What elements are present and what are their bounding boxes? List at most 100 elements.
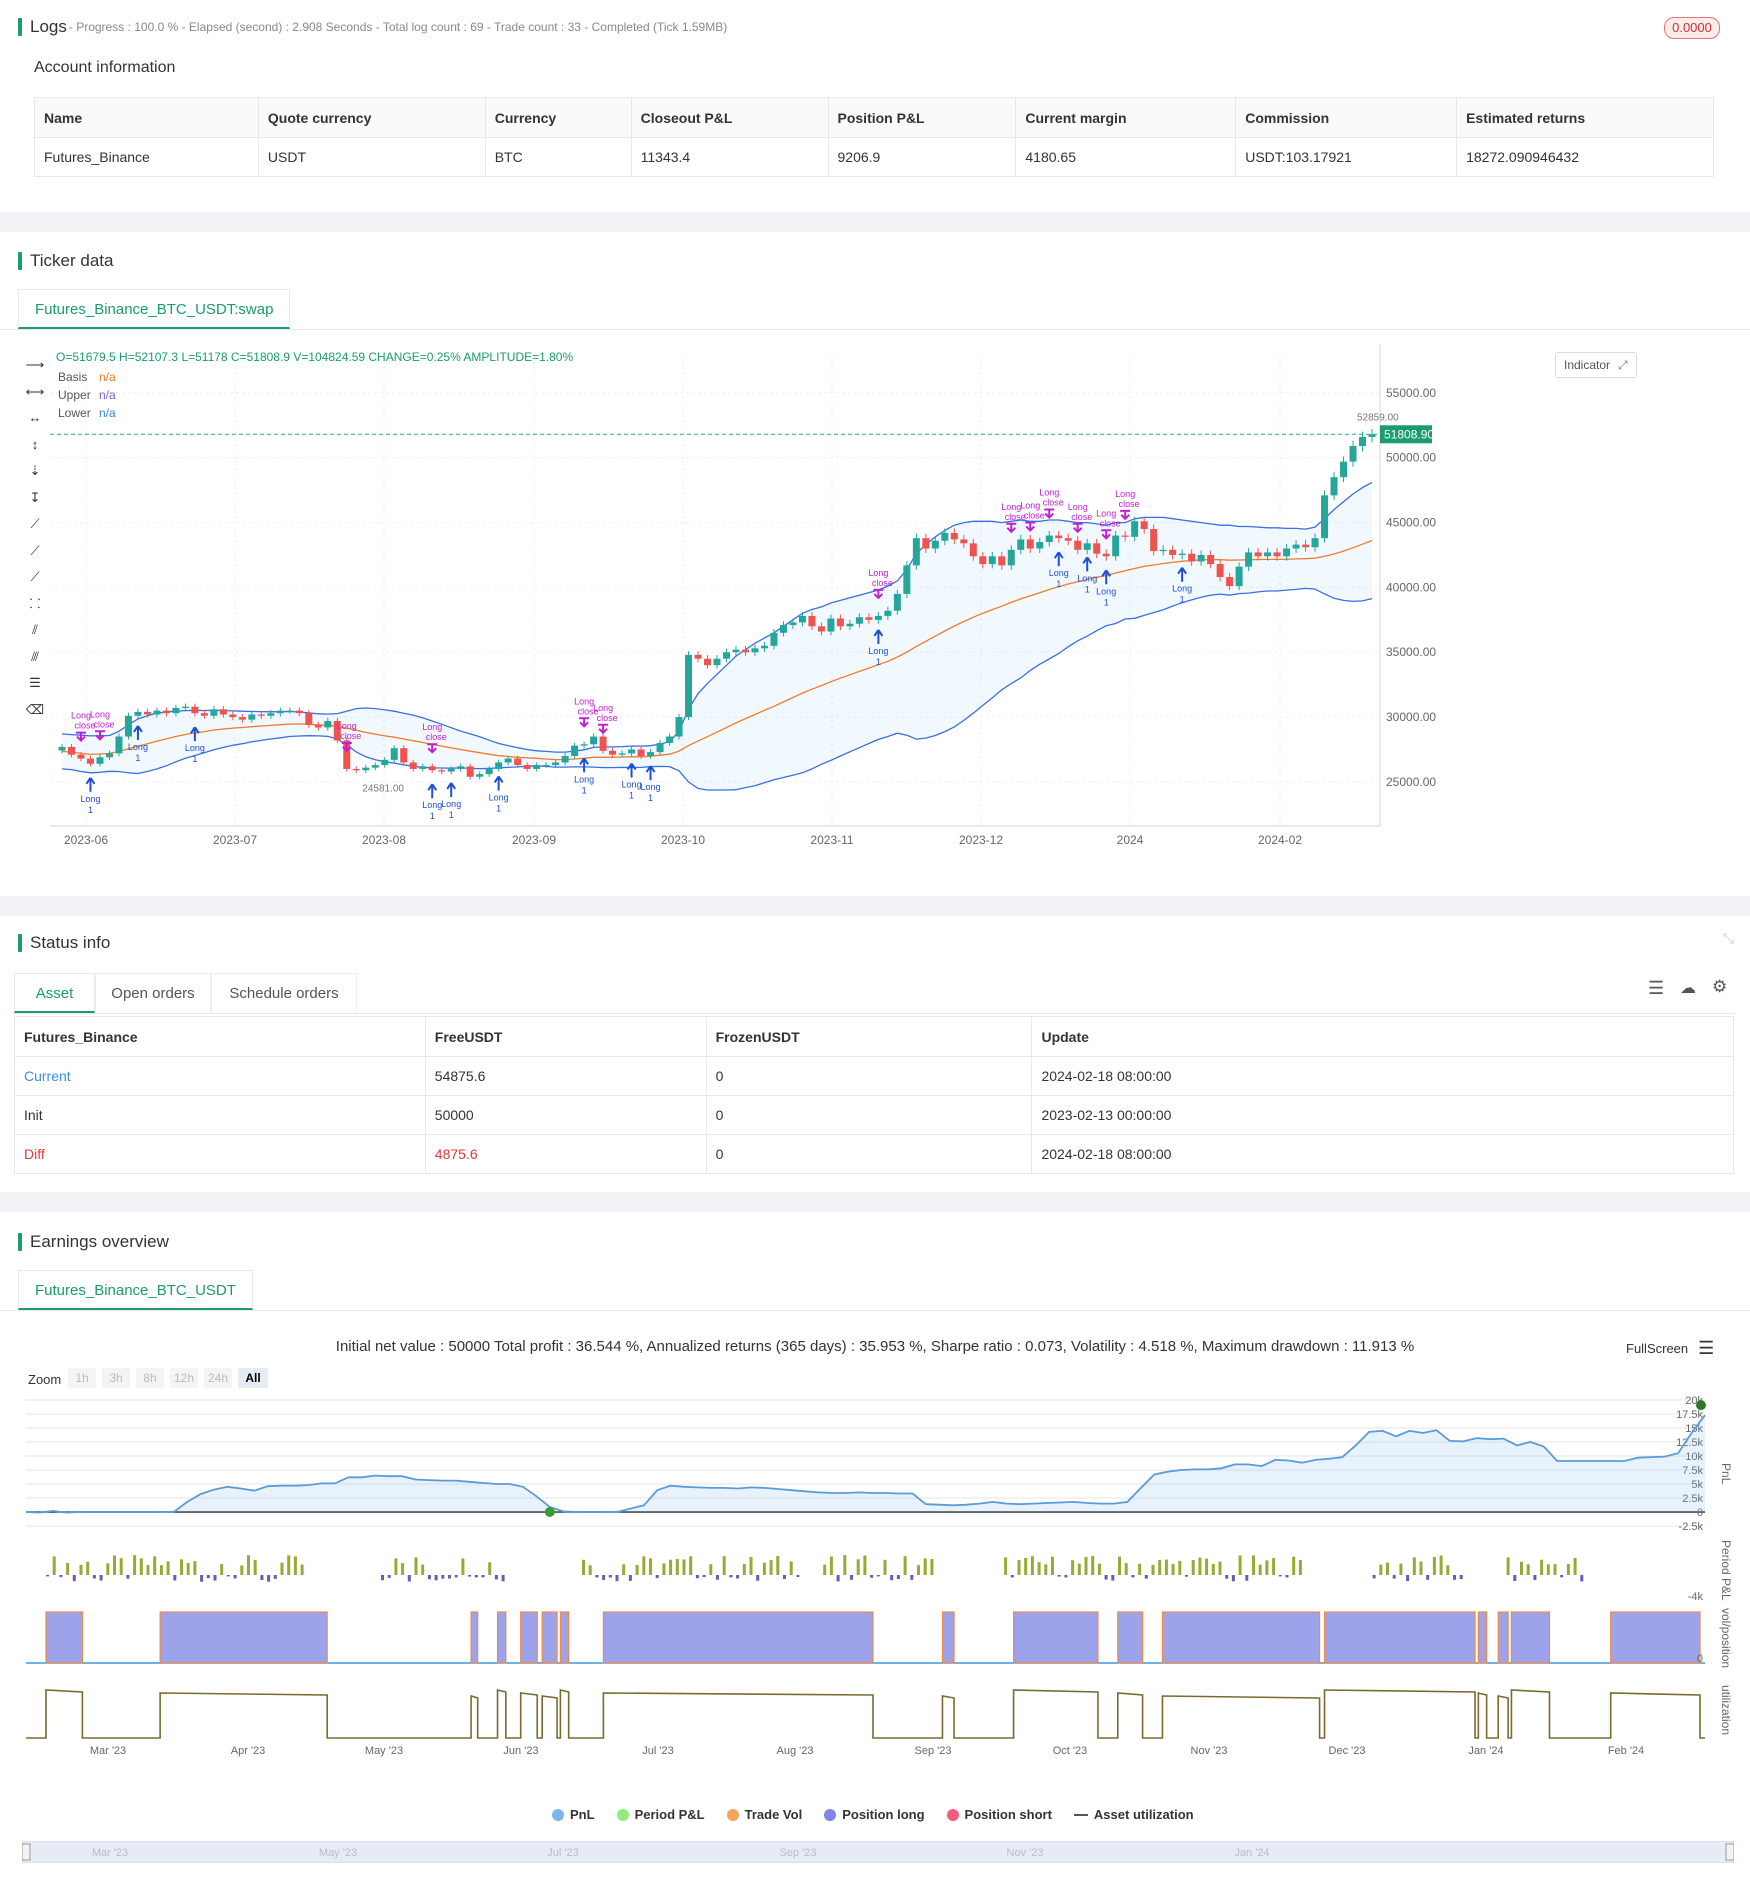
status-card: Status info ⤡ Asset Open orders Schedule o…: [0, 916, 1750, 1192]
section-marker: [18, 934, 22, 952]
horizontal-ray-icon[interactable]: ⟷: [25, 383, 45, 399]
vertical-segment-icon[interactable]: ↧: [29, 489, 41, 505]
trade-label: Long: [641, 782, 661, 792]
zoom-label: Zoom: [28, 1372, 62, 1387]
period-pnl-bar: [736, 1575, 740, 1579]
tab-earnings-symbol[interactable]: Futures_Binance_BTC_USDT: [18, 1270, 253, 1310]
candle-body: [827, 618, 835, 632]
legend-value: n/a: [99, 370, 116, 384]
vertical-line-icon[interactable]: ↕: [31, 436, 39, 452]
position-long-block: [941, 1611, 955, 1664]
x-tick-label: Jun '23: [503, 1745, 538, 1757]
candle-body: [760, 645, 768, 649]
candle-body: [1112, 535, 1120, 557]
legend-label: Position long: [842, 1807, 925, 1822]
utilization-axis-label: utilization: [1719, 1685, 1733, 1735]
trash-icon[interactable]: ⌫: [25, 701, 45, 717]
zoom-1h-button[interactable]: 1h: [68, 1368, 96, 1388]
horizontal-line-icon[interactable]: ↔: [28, 410, 42, 425]
candle-body: [1340, 461, 1348, 478]
zoom-24h-button[interactable]: 24h: [204, 1368, 232, 1388]
period-pnl-bar: [1071, 1560, 1075, 1575]
tab-open-orders[interactable]: Open orders: [95, 973, 211, 1013]
text-tool-icon[interactable]: ☰: [29, 675, 41, 690]
legend-item[interactable]: PnL: [552, 1807, 595, 1822]
period-pnl-bar: [595, 1575, 599, 1578]
legend-item[interactable]: Asset utilization: [1073, 1807, 1194, 1822]
performance-summary: Initial net value : 50000 Total profit :…: [335, 1338, 1415, 1355]
period-pnl-bar: [1272, 1558, 1276, 1575]
expand-icon[interactable]: ⤢: [1618, 358, 1628, 372]
candle-body: [609, 750, 617, 755]
zoom-12h-button[interactable]: 12h: [170, 1368, 198, 1388]
pnl-axis-label: PnL: [1719, 1463, 1733, 1485]
fib-icon[interactable]: ⫻: [31, 648, 39, 664]
period-pnl-bar: [1412, 1557, 1416, 1575]
buy-arrow: [579, 757, 589, 773]
period-pnl-bar: [682, 1559, 686, 1575]
sell-arrow: [1101, 529, 1112, 540]
period-pnl-bar: [1439, 1555, 1443, 1575]
period-pnl-bar: [1520, 1561, 1523, 1575]
candle-body: [1254, 552, 1262, 557]
parallel-channel-icon[interactable]: ⫽: [32, 622, 38, 637]
period-pnl-bar: [1118, 1556, 1121, 1575]
x-tick-label: Sep '23: [915, 1745, 952, 1757]
legend-item[interactable]: Position long: [824, 1807, 925, 1822]
period-pnl-bar: [468, 1575, 472, 1577]
candle-body: [704, 658, 712, 666]
collapse-icon[interactable]: ⤡: [1722, 930, 1734, 946]
trade-label: Long: [1172, 584, 1192, 594]
period-pnl-bar: [883, 1559, 887, 1575]
period-pnl-bar: [903, 1556, 907, 1575]
trend-line-icon[interactable]: ⟋: [30, 516, 40, 531]
candle-body: [998, 556, 1006, 566]
vertical-arrow-icon[interactable]: ⇣: [29, 463, 41, 478]
high-label: 52859.00: [1357, 413, 1399, 424]
list-icon[interactable]: ☰: [1648, 978, 1665, 998]
candle-body: [409, 762, 417, 769]
price-range-icon[interactable]: ⸬: [29, 595, 41, 611]
account-col-header: Quote currency: [257, 97, 486, 138]
trade-label: 1: [876, 657, 881, 667]
candle-body: [533, 765, 541, 769]
tab-asset[interactable]: Asset: [14, 973, 95, 1013]
account-col-header: Name: [34, 97, 259, 138]
tab-ticker-symbol[interactable]: Futures_Binance_BTC_USDT:swap: [18, 289, 291, 329]
tab-schedule-orders[interactable]: Schedule orders: [211, 973, 357, 1013]
zoom-All-button[interactable]: All: [238, 1368, 268, 1388]
navigator-tick-label: May '23: [319, 1847, 357, 1859]
y-tick-label: 10k: [1685, 1451, 1703, 1463]
candle-body: [694, 654, 702, 659]
extended-line-icon[interactable]: ⟋: [30, 569, 40, 584]
line-tool-icon[interactable]: ⟶: [25, 357, 45, 372]
position-long-block: [1510, 1611, 1551, 1664]
period-pnl-bar: [1097, 1563, 1101, 1575]
legend-item[interactable]: Position short: [946, 1807, 1052, 1822]
indicator-button[interactable]: Indicator ⤢: [1555, 352, 1637, 378]
legend-name: Lower: [58, 406, 91, 420]
period-pnl-bar: [1051, 1556, 1054, 1575]
trade-label: Long: [1096, 586, 1116, 596]
pnl-area: [26, 1415, 1705, 1513]
period-pnl-bar: [461, 1558, 465, 1575]
row-label[interactable]: Current: [14, 1056, 426, 1096]
x-tick-label: Apr '23: [231, 1745, 266, 1757]
zoom-3h-button[interactable]: 3h: [102, 1368, 130, 1388]
candle-body: [1055, 535, 1063, 539]
period-pnl-bar: [1513, 1575, 1517, 1581]
candle-body: [751, 648, 759, 653]
drawdown-marker: [544, 1507, 555, 1517]
period-pnl-bar: [702, 1575, 706, 1578]
zoom-8h-button[interactable]: 8h: [136, 1368, 164, 1388]
legend-item[interactable]: Period P&L: [616, 1807, 705, 1822]
x-tick-label: 2023-10: [661, 833, 705, 847]
range-navigator[interactable]: Mar '23 May '23 Jul '23 Sep '23 Nov '23 Jan '…: [22, 1841, 1734, 1863]
cloud-download-icon[interactable]: ☁: [1680, 980, 1696, 997]
settings-icon[interactable]: ⚙: [1712, 977, 1728, 996]
fullscreen-button[interactable]: FullScreen ☰: [1626, 1338, 1714, 1359]
menu-icon[interactable]: ☰: [1698, 1338, 1715, 1358]
ray-icon[interactable]: ⟋: [30, 542, 40, 558]
candle-body: [1235, 566, 1243, 587]
legend-item[interactable]: Trade Vol: [726, 1807, 802, 1822]
